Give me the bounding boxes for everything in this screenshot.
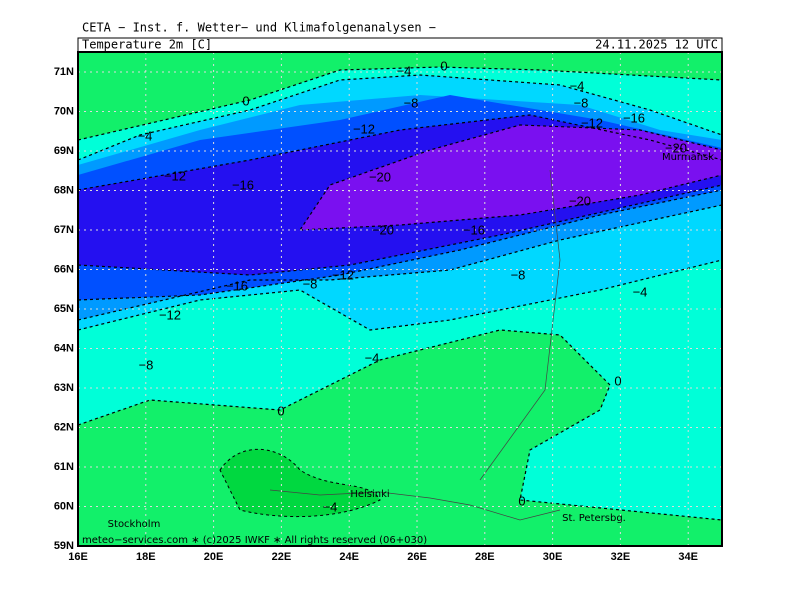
lat-label: 70N (54, 105, 74, 117)
contour-label: −8 (574, 95, 589, 110)
contour-label: −4 (570, 78, 585, 93)
lon-label: 16E (68, 551, 88, 563)
isotherm (78, 184, 722, 276)
contour-label: −4 (138, 128, 153, 143)
graticule (78, 52, 722, 546)
band-below-m20 (300, 125, 722, 230)
contour-label: −4 (633, 284, 648, 299)
contour-label: −12 (164, 168, 186, 183)
isotherm (78, 204, 722, 321)
contour-label: 0 (614, 373, 621, 388)
contour-label: −12 (353, 121, 375, 136)
contour-label: −16 (623, 110, 645, 125)
lon-label: 32E (611, 551, 631, 563)
lat-label: 63N (54, 382, 74, 394)
footer-credit: meteo−services.com ∗ (c)2025 IWKF ∗ All … (82, 535, 427, 546)
isotherm (78, 259, 722, 331)
contour-label: −4 (365, 350, 380, 365)
coastline (269, 169, 561, 521)
labels: 59N 60N 61N 62N 63N 64N 65N 66N 67N 68N 69N 70N 71N 1… (54, 58, 714, 562)
lat-label: 69N (54, 145, 74, 157)
lat-label: 65N (54, 303, 74, 315)
isotherm (78, 74, 722, 161)
contour-label: −8 (511, 267, 526, 282)
place-label: Stockholm (108, 519, 161, 530)
contour-label: 0 (277, 403, 284, 418)
lat-label: 67N (54, 224, 74, 236)
lon-label: 34E (678, 551, 698, 563)
contour-label: −4 (323, 499, 338, 514)
temperature-field (78, 52, 722, 546)
valid-time: 24.11.2025 12 UTC (595, 38, 718, 52)
contour-label: −20 (569, 193, 591, 208)
contour-label: −12 (332, 267, 354, 282)
place-label: Murmansk (662, 152, 714, 163)
isotherm (78, 189, 722, 301)
contour-label: −16 (226, 278, 248, 293)
contour-label: −16 (463, 222, 485, 237)
lat-label: 64N (54, 342, 74, 354)
lat-label: 61N (54, 461, 74, 473)
contour-label: −8 (303, 276, 318, 291)
lon-label: 18E (136, 551, 156, 563)
lon-label: 24E (339, 551, 359, 563)
contour-label: −4 (397, 63, 412, 78)
isotherm (78, 114, 722, 191)
contour-label: 0 (242, 93, 249, 108)
lat-label: 66N (54, 263, 74, 275)
lat-label: 71N (54, 66, 74, 78)
contour-label: −16 (232, 177, 254, 192)
field-name: Temperature_2m_[C] (82, 38, 212, 52)
warm-patch (219, 448, 381, 518)
place-label: St. Petersbg. (562, 513, 626, 524)
lon-label: 28E (475, 551, 495, 563)
contour-label: 0 (440, 58, 447, 73)
lat-label: 68N (54, 184, 74, 196)
lon-label: 20E (204, 551, 224, 563)
lon-label: 30E (543, 551, 563, 563)
contour-label: −20 (665, 140, 687, 155)
lon-label: 22E (272, 551, 292, 563)
place-label: Helsinki (350, 489, 389, 500)
contour-label: 0 (518, 493, 525, 508)
isotherm (298, 124, 722, 231)
source-title: CETA − Inst. f. Wetter− und Klimafolgena… (82, 21, 436, 35)
contour-label: −20 (372, 222, 394, 237)
lat-label: 60N (54, 500, 74, 512)
lat-label: 62N (54, 421, 74, 433)
isotherm (78, 329, 722, 521)
contour-label: −20 (369, 169, 391, 184)
contour-label: −12 (159, 307, 181, 322)
lon-label: 26E (407, 551, 427, 563)
lat-label: 59N (54, 540, 74, 552)
map-frame (77, 51, 723, 547)
contour-label: −8 (404, 95, 419, 110)
contour-label: −8 (139, 357, 154, 372)
contour-label: −12 (581, 115, 603, 130)
